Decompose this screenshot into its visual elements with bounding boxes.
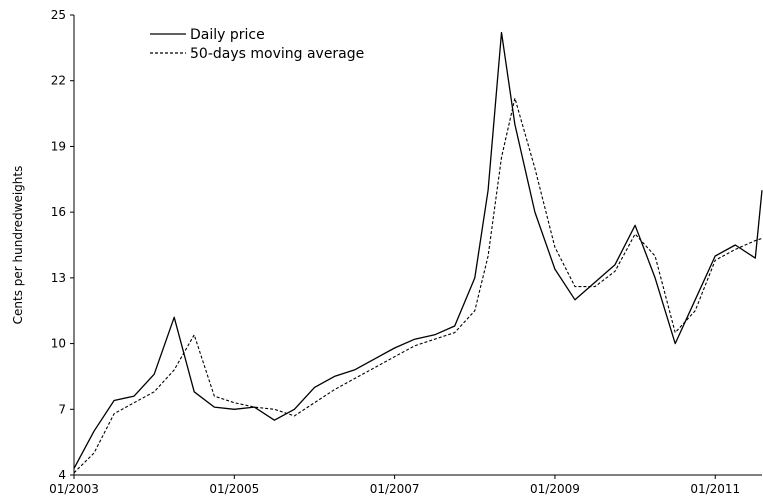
x-tick-label: 01/2005: [209, 482, 259, 496]
x-tick-label: 01/2011: [690, 482, 740, 496]
y-ticks: 4 7 10 13 16 19 22 25: [51, 8, 74, 482]
y-tick-label: 25: [51, 8, 66, 22]
y-tick-label: 10: [51, 337, 66, 351]
moving-average-line: [73, 97, 763, 474]
y-tick-label: 22: [51, 74, 66, 88]
daily-price-line: [73, 31, 763, 469]
y-tick-label: 16: [51, 205, 66, 219]
series-lines: [73, 31, 763, 474]
y-tick-label: 4: [58, 468, 66, 482]
x-tick-label: 01/2007: [370, 482, 420, 496]
x-ticks: 01/2003 01/2005 01/2007 01/2009 01/2011: [49, 475, 740, 496]
y-axis-label: Cents per hundredweights: [11, 166, 25, 325]
axes: [73, 15, 762, 476]
y-tick-label: 19: [51, 139, 66, 153]
x-tick-label: 01/2009: [530, 482, 580, 496]
legend: Daily price 50-days moving average: [150, 27, 364, 62]
legend-label: Daily price: [190, 27, 265, 43]
legend-label: 50-days moving average: [190, 46, 364, 62]
y-tick-label: 13: [51, 271, 66, 285]
x-tick-label: 01/2003: [49, 482, 99, 496]
y-tick-label: 7: [58, 402, 66, 416]
